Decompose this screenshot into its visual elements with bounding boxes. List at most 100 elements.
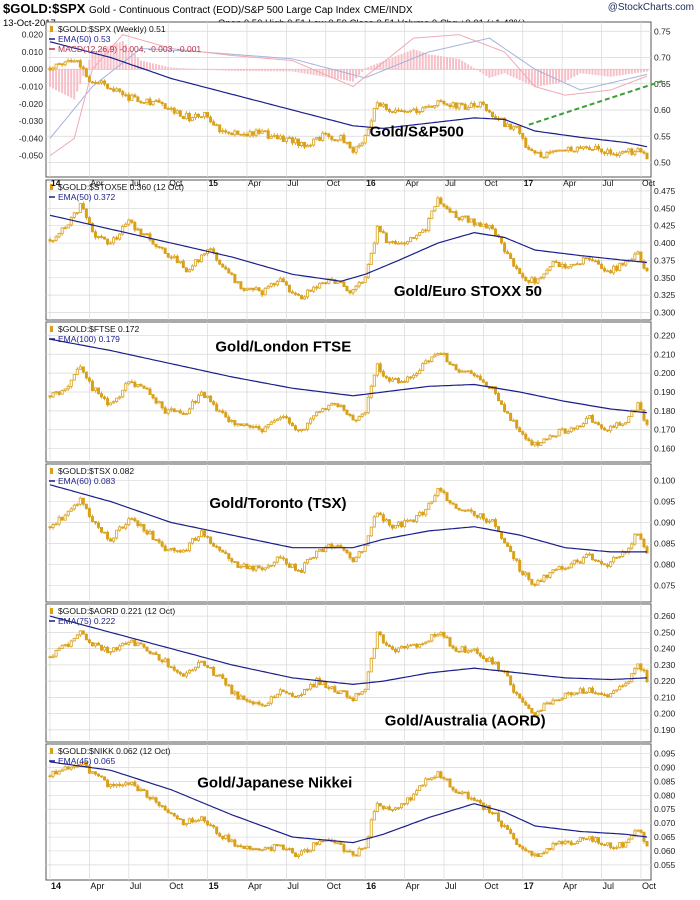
price-candle [184,672,188,677]
price-legend-swatch [50,184,53,190]
price-candle [518,693,522,699]
price-candle [136,642,140,647]
price-candle [497,812,501,822]
price-candle [645,267,649,272]
price-candle [221,130,225,133]
panel-annotation: Gold/Australia (AORD) [385,712,546,729]
y-tick-label: 0.190 [654,725,676,735]
price-candle [109,87,113,90]
macd-histogram-bar [430,54,433,70]
price-candle [72,504,76,510]
macd-histogram-bar [467,64,470,70]
macd-histogram-bar [461,60,464,70]
price-candle [506,542,510,547]
price-candle [475,375,479,378]
y-tick-label: 0.070 [654,818,676,828]
price-candle [569,563,573,569]
price-candle [212,824,216,828]
price-candle [487,657,491,662]
panel-ftse: 0.160 0.170 0.180 0.190 0.200 0.210 0.220 $GOLD… [45,321,676,463]
macd-histogram-bar [88,59,91,70]
price-candle [421,511,425,516]
price-candle [172,547,176,552]
price-candle [466,370,470,373]
price-candle [606,270,610,273]
panel-annotation: Gold/Toronto (TSX) [209,495,346,512]
price-candle [636,148,640,153]
price-candle [275,693,279,698]
price-candle [381,634,385,644]
price-legend-swatch [50,608,53,614]
price-candle [642,538,646,548]
price-candle [466,215,470,223]
price-candle [590,553,594,561]
price-candle [296,854,300,857]
price-candle [175,255,179,264]
price-candle [66,766,70,770]
price-candle [48,656,52,659]
price-candle [278,417,282,420]
price-candle [112,237,116,244]
price-candle [224,266,228,270]
price-candle [445,352,449,363]
price-candle [454,789,458,793]
price-candle [54,770,58,775]
price-candle [60,769,64,772]
price-candle [160,659,164,663]
price-candle [587,147,591,151]
price-candle [630,672,634,683]
price-candle [139,101,143,104]
price-candle [81,366,85,373]
price-candle [215,252,219,261]
price-candle [415,515,419,522]
macd-tick-label: -0.030 [19,116,43,126]
macd-histogram-bar [164,66,167,70]
macd-histogram-bar [379,62,382,70]
price-candle [154,652,158,655]
price-candle [624,150,628,153]
macd-histogram-bar [518,69,521,81]
price-candle [293,563,297,571]
macd-histogram-bar [558,69,561,83]
macd-histogram-bar [176,67,179,70]
price-candle [69,217,73,226]
price-candle [560,263,564,268]
price-candle [96,236,100,238]
price-candle [357,848,361,857]
price-candle [236,691,240,700]
price-candle [454,647,458,652]
price-candle [318,411,322,414]
price-candle [309,418,313,424]
price-candle [187,112,191,122]
price-candle [118,233,122,240]
price-candle [190,265,194,271]
price-candle [227,553,231,560]
price-candle [312,842,316,851]
price-candle [60,63,64,66]
price-candle [154,243,158,248]
macd-histogram-bar [636,69,639,73]
price-candle [127,381,131,385]
price-candle [639,251,643,262]
price-candle [427,218,431,232]
price-candle [490,225,494,230]
price-candle [184,112,188,120]
x-tick-label-top: Apr [90,178,103,188]
price-candle [63,514,67,521]
price-candle [642,409,646,421]
price-candle [563,568,567,571]
macd-histogram-bar [582,69,585,74]
price-candle [215,124,219,127]
price-candle [478,375,482,381]
price-candle [263,426,267,433]
price-candle [375,803,379,812]
macd-histogram-bar [397,55,400,70]
macd-histogram-bar [488,69,491,78]
price-candle [300,141,304,146]
price-candle [515,265,519,269]
price-candle [403,520,407,528]
price-candle [145,233,149,236]
price-candle [272,696,276,699]
macd-histogram-bar [145,61,148,70]
price-candle [518,427,522,433]
